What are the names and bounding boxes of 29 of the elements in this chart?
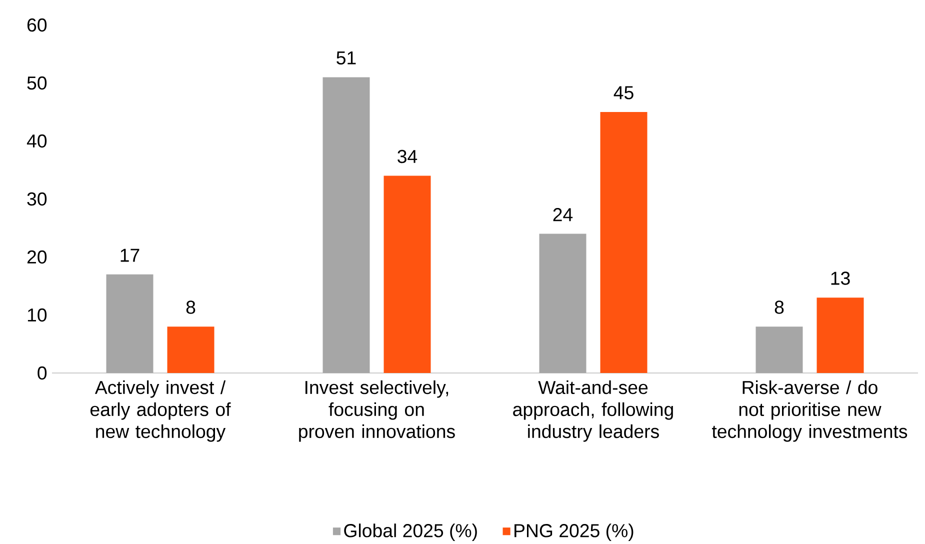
bar — [384, 176, 431, 374]
data-label: 45 — [614, 86, 634, 100]
bar — [539, 234, 586, 374]
x-tick-label: Wait-and-see approach, following industry leaders — [513, 380, 673, 442]
data-label: 34 — [398, 150, 418, 164]
y-tick-label: 0 — [38, 366, 47, 380]
y-tick-label: 20 — [27, 250, 47, 264]
y-tick-label: 50 — [27, 76, 47, 90]
bar — [322, 77, 370, 374]
data-label: 24 — [553, 208, 573, 222]
bar — [106, 274, 154, 374]
bar — [600, 112, 648, 374]
y-tick-label: 40 — [26, 134, 47, 148]
data-label: 8 — [186, 300, 196, 314]
y-tick-label: 10 — [28, 308, 47, 322]
y-tick-label: 30 — [27, 192, 47, 206]
x-tick-label: Actively invest / early adopters of new technology — [90, 380, 231, 442]
data-label: 17 — [120, 248, 140, 262]
legend-label: Global 2025 (%) — [344, 524, 477, 541]
data-label: 51 — [336, 51, 356, 64]
x-tick-label: Risk-averse / do not prioritise new technology investments — [712, 380, 908, 442]
y-tick-label: 60 — [27, 18, 47, 32]
bar — [167, 326, 214, 374]
data-label: 8 — [774, 300, 784, 314]
data-label: 13 — [831, 272, 850, 285]
x-tick-label: Invest selectively, focusing on proven innovations — [299, 380, 455, 442]
bar — [816, 298, 864, 374]
legend-label: PNG 2025 (%) — [514, 524, 634, 541]
bar — [756, 326, 803, 374]
